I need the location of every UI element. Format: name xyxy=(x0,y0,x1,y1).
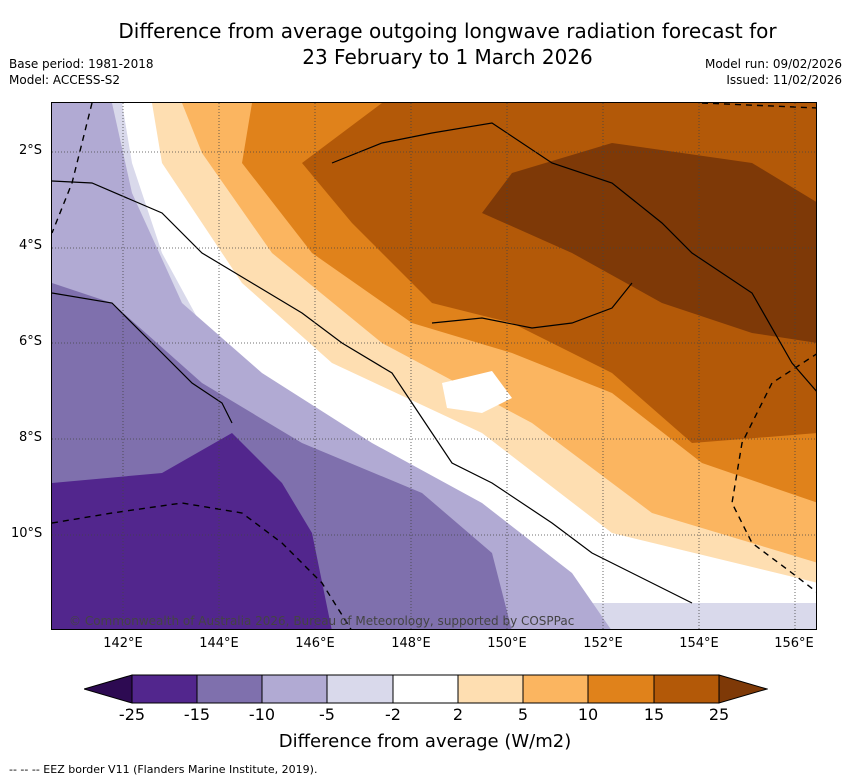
colorbar-tick: -5 xyxy=(319,705,335,724)
lat-label-2s: 2°S xyxy=(19,143,43,158)
coastline-south xyxy=(52,180,693,604)
copyright-text: © Commonwealth of Australia 2026, Bureau… xyxy=(69,614,575,628)
issued-date: Issued: 11/02/2026 xyxy=(726,73,842,87)
lon-label-148e: 148°E xyxy=(391,636,431,651)
colorbar-tick: 10 xyxy=(577,705,599,724)
title-line-1: Difference from average outgoing longwav… xyxy=(118,19,777,43)
lat-label-4s: 4°S xyxy=(19,238,43,253)
band-neutral-island xyxy=(442,371,512,413)
colorbar-segment-5 xyxy=(392,674,459,704)
colorbar-tick: -2 xyxy=(385,705,401,724)
colorbar xyxy=(84,674,768,704)
eez-footnote: -- -- -- EEZ border V11 (Flanders Marine… xyxy=(9,763,318,776)
colorbar-tick: 25 xyxy=(708,705,730,724)
colorbar-segment-4 xyxy=(326,674,394,704)
lon-label-154e: 154°E xyxy=(679,636,719,651)
band-pos-25 xyxy=(482,143,816,343)
colorbar-segment-7 xyxy=(522,674,589,704)
colorbar-segment-3 xyxy=(261,674,328,704)
gridlines xyxy=(52,103,816,629)
base-period: Base period: 1981-2018 xyxy=(9,57,154,71)
lon-label-152e: 152°E xyxy=(583,636,623,651)
colorbar-tick: -10 xyxy=(248,705,276,724)
colorbar-segment-high-extend xyxy=(718,674,768,704)
colorbar-segment-9 xyxy=(653,674,720,704)
eez-border-north xyxy=(701,103,816,109)
colorbar-tick: 2 xyxy=(452,705,464,724)
colorbar-segment-1 xyxy=(131,674,198,704)
colorbar-tick: -15 xyxy=(183,705,211,724)
eez-border-west xyxy=(52,103,93,234)
meta-left: Base period: 1981-2018 Model: ACCESS-S2 xyxy=(9,56,154,88)
lon-label-142e: 142°E xyxy=(103,636,143,651)
lon-label-156e: 156°E xyxy=(774,636,814,651)
map-title: Difference from average outgoing longwav… xyxy=(0,18,850,70)
coastline-north xyxy=(331,122,816,392)
band-neg-15 xyxy=(52,433,332,629)
colorbar-tick: 5 xyxy=(517,705,529,724)
lon-label-144e: 144°E xyxy=(199,636,239,651)
colorbar-title: Difference from average (W/m2) xyxy=(278,731,572,752)
coastline-gulf xyxy=(52,292,233,424)
lat-label-10s: 10°S xyxy=(11,526,43,541)
eez-border-east xyxy=(731,353,816,593)
model-name: Model: ACCESS-S2 xyxy=(9,73,121,87)
colorbar-segment-2 xyxy=(196,674,263,704)
eez-border-south xyxy=(52,502,352,629)
colorbar-segment-6 xyxy=(457,674,524,704)
map-panel xyxy=(51,102,817,630)
lon-label-146e: 146°E xyxy=(295,636,335,651)
colorbar-segment-low-extend xyxy=(84,674,133,704)
lon-label-150e: 150°E xyxy=(487,636,527,651)
lat-label-6s: 6°S xyxy=(19,334,43,349)
colorbar-tick: 15 xyxy=(643,705,665,724)
meta-right: Model run: 09/02/2026 Issued: 11/02/2026 xyxy=(705,56,842,88)
title-line-2: 23 February to 1 March 2026 xyxy=(302,45,593,69)
lat-label-8s: 8°S xyxy=(19,430,43,445)
model-run: Model run: 09/02/2026 xyxy=(704,57,842,71)
map-svg xyxy=(52,103,816,629)
colorbar-tick: -25 xyxy=(118,705,146,724)
colorbar-segment-8 xyxy=(587,674,655,704)
coastline-huon xyxy=(431,282,633,329)
